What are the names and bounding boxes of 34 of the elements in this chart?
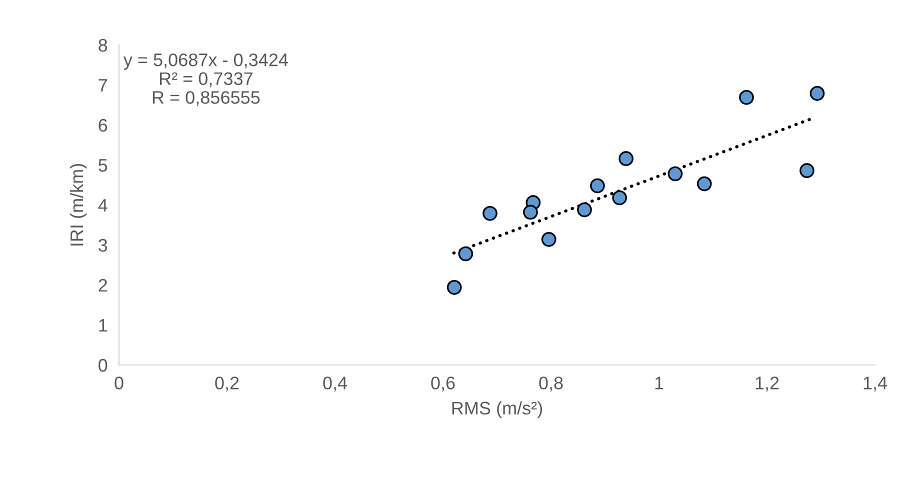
x-tick-label: 0 (114, 376, 124, 390)
point (482, 206, 498, 221)
x-axis-title: RMS (m/s²) (452, 401, 542, 418)
x-tick-label: 0,4 (323, 376, 348, 392)
x-tick-label: 0,6 (431, 376, 455, 392)
point (458, 246, 474, 262)
point (612, 190, 628, 206)
x-tick-label: 0,8 (539, 376, 563, 392)
point (810, 86, 825, 101)
point (618, 151, 634, 166)
point (577, 202, 592, 218)
point (541, 232, 556, 247)
point (739, 90, 754, 105)
y-tick-label: 5 (98, 159, 108, 172)
point (668, 166, 683, 182)
y-tick-label: 4 (98, 199, 108, 212)
y-tick-label: 3 (98, 238, 108, 252)
x-tick-label: 1,4 (864, 376, 888, 392)
point (446, 280, 462, 295)
point (590, 178, 605, 194)
annotation: y = 5,0687x - 0,3424 R² = 0,7337 R = 0,856555 (123, 53, 288, 106)
y-tick-label: 7 (98, 79, 107, 92)
x-tick-label: 0,2 (215, 376, 239, 392)
y-tick-label: 1 (99, 319, 108, 332)
x-tick-label: 1 (655, 376, 664, 390)
x-tick-label: 1,2 (756, 376, 779, 392)
point (523, 204, 538, 220)
y-tick-label: 2 (98, 278, 107, 292)
y-tick-label: 6 (98, 118, 108, 132)
point (800, 163, 814, 178)
y-axis-title: IRI (m/km) (70, 164, 87, 246)
y-tick-label: 0 (98, 358, 108, 372)
y-tick-label: 8 (98, 38, 108, 52)
point (696, 176, 712, 192)
